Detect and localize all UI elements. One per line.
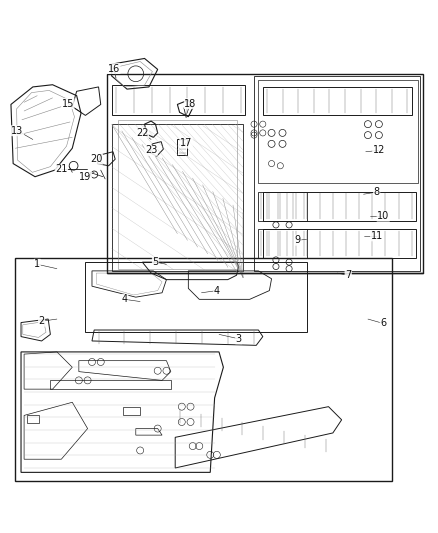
Text: 6: 6 [380, 318, 386, 328]
Text: 17: 17 [180, 138, 192, 148]
Text: 22: 22 [136, 128, 148, 138]
Text: 19: 19 [79, 172, 92, 182]
Text: 20: 20 [90, 154, 102, 164]
Text: 8: 8 [374, 187, 380, 197]
Text: 11: 11 [371, 231, 383, 241]
Text: 3: 3 [236, 334, 242, 344]
Text: 1: 1 [34, 260, 40, 269]
Text: 15: 15 [62, 99, 74, 109]
Text: 7: 7 [345, 270, 351, 280]
Text: 16: 16 [108, 63, 120, 74]
Text: 23: 23 [145, 146, 157, 156]
Text: 12: 12 [373, 146, 385, 156]
Text: 13: 13 [11, 126, 24, 136]
Text: 18: 18 [184, 99, 197, 109]
Text: 4: 4 [214, 286, 220, 296]
Text: 2: 2 [39, 316, 45, 326]
Text: 10: 10 [377, 211, 389, 221]
Text: 21: 21 [55, 164, 67, 174]
Text: 4: 4 [122, 294, 128, 304]
Text: 5: 5 [152, 257, 159, 267]
Text: 9: 9 [295, 235, 301, 245]
